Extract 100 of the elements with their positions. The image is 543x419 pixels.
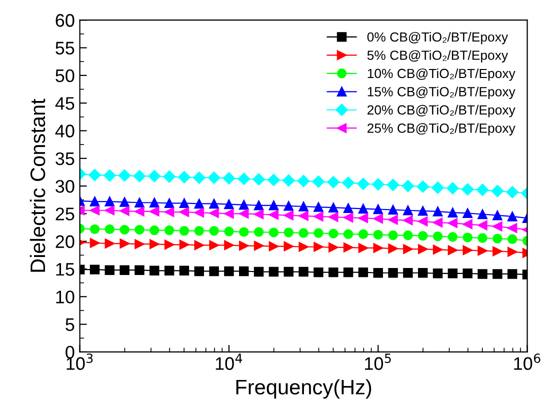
point xyxy=(358,229,368,240)
point xyxy=(254,200,264,210)
point xyxy=(388,268,398,278)
point xyxy=(373,268,383,278)
legend-label: 5% CB@TiO₂/BT/Epoxy xyxy=(367,50,508,63)
point xyxy=(328,242,338,252)
point xyxy=(492,210,502,220)
point xyxy=(104,224,115,234)
point xyxy=(357,178,370,190)
point xyxy=(268,228,279,238)
point xyxy=(224,240,234,250)
point xyxy=(148,170,160,182)
point xyxy=(418,216,428,226)
point xyxy=(373,230,383,240)
point xyxy=(478,233,488,243)
point xyxy=(418,230,428,241)
point xyxy=(224,226,234,236)
y-tick-label: 45 xyxy=(55,97,74,110)
point xyxy=(254,227,264,237)
point xyxy=(432,206,443,216)
point xyxy=(462,183,474,196)
point xyxy=(120,206,130,216)
point xyxy=(120,265,130,275)
point xyxy=(343,212,354,222)
point xyxy=(164,198,174,208)
point xyxy=(448,232,458,242)
point xyxy=(178,171,190,184)
point xyxy=(239,240,249,251)
point xyxy=(179,207,190,217)
point xyxy=(254,209,264,220)
point xyxy=(209,226,219,236)
point xyxy=(254,266,264,277)
point xyxy=(298,202,308,212)
point xyxy=(328,202,338,212)
point xyxy=(372,178,384,190)
point xyxy=(268,174,280,186)
point xyxy=(386,178,400,192)
point xyxy=(314,228,324,238)
y-tick-label: 55 xyxy=(56,42,74,54)
point xyxy=(268,241,279,252)
point xyxy=(208,172,220,184)
point xyxy=(432,218,443,228)
point xyxy=(179,198,190,208)
point xyxy=(328,267,338,278)
point xyxy=(492,246,502,256)
point xyxy=(432,244,443,254)
point xyxy=(462,232,472,242)
point xyxy=(194,198,204,209)
point xyxy=(90,206,100,216)
point xyxy=(432,268,443,278)
point xyxy=(284,241,294,252)
point xyxy=(297,174,310,188)
point xyxy=(194,266,204,276)
point xyxy=(314,202,324,212)
point xyxy=(90,224,100,234)
point xyxy=(418,268,428,278)
point xyxy=(164,225,174,236)
point xyxy=(314,212,324,222)
point xyxy=(492,222,502,232)
point xyxy=(150,225,160,236)
point xyxy=(448,268,458,278)
y-tick-label: 30 xyxy=(56,180,74,193)
point xyxy=(224,199,234,210)
point xyxy=(312,176,325,188)
y-tick-label: 10 xyxy=(56,290,74,304)
point xyxy=(358,267,368,278)
point xyxy=(268,210,279,220)
point xyxy=(164,207,174,217)
x-axis-title: Frequency(Hz) xyxy=(236,379,372,399)
point xyxy=(298,242,308,252)
point xyxy=(284,228,294,238)
point xyxy=(134,198,144,208)
point xyxy=(134,224,144,235)
point xyxy=(403,215,413,226)
point xyxy=(373,204,383,214)
point xyxy=(342,176,354,189)
point xyxy=(416,180,429,193)
point xyxy=(506,186,518,198)
point xyxy=(298,211,308,221)
legend-label: 10% CB@TiO₂/BT/Epoxy xyxy=(368,68,516,81)
point xyxy=(507,223,518,233)
point xyxy=(388,204,398,215)
point xyxy=(164,240,174,250)
point xyxy=(179,240,190,250)
point xyxy=(462,268,472,278)
point xyxy=(462,208,472,218)
point xyxy=(284,201,294,211)
point xyxy=(358,204,368,214)
point xyxy=(90,264,100,274)
point xyxy=(194,226,204,236)
point xyxy=(133,170,146,182)
point xyxy=(507,269,518,279)
point xyxy=(150,266,160,276)
point xyxy=(343,229,354,240)
y-tick-label: 35 xyxy=(56,152,74,166)
point xyxy=(388,214,398,225)
point xyxy=(239,266,249,276)
point xyxy=(104,196,115,206)
point xyxy=(134,239,144,249)
point xyxy=(448,208,458,218)
